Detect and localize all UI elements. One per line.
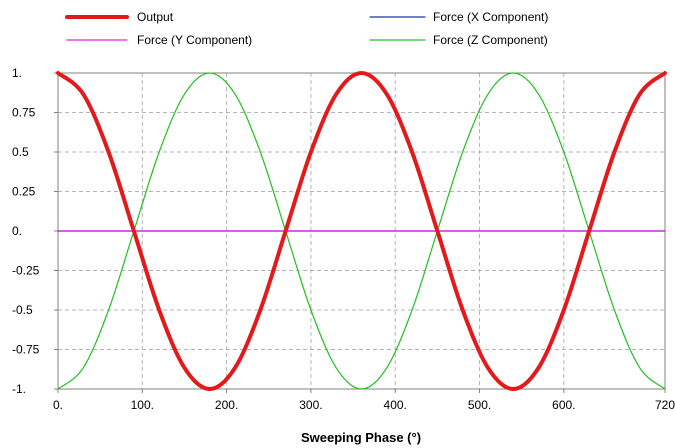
x-tick-label: 300. (299, 398, 322, 412)
y-tick-label: 0.75 (12, 106, 36, 120)
x-tick-label: 500. (468, 398, 491, 412)
y-tick-label: 0.25 (12, 185, 36, 199)
y-tick-label: -1. (12, 382, 26, 396)
y-tick-label: -0.75 (12, 343, 40, 357)
legend-label-force-y-component: Force (Y Component) (137, 33, 252, 47)
y-tick-label: 0.5 (12, 145, 29, 159)
y-tick-label: 0. (12, 224, 22, 238)
x-axis-title: Sweeping Phase (°) (301, 430, 421, 445)
x-tick-label: 100. (131, 398, 154, 412)
legend-label-output: Output (137, 10, 174, 24)
legend-label-force-z-component: Force (Z Component) (433, 33, 548, 47)
x-tick-label: 400. (384, 398, 407, 412)
legend: Output Force (X Component) Force (Y Compon… (65, 10, 548, 47)
y-tick-label: -0.5 (12, 303, 33, 317)
series-layer (56, 71, 667, 391)
y-tick-label: 1. (12, 66, 22, 80)
series-line-output (56, 71, 667, 391)
legend-label-force-x-component: Force (X Component) (433, 10, 548, 24)
axes-layer (54, 72, 666, 393)
x-tick-label: 200. (215, 398, 238, 412)
y-tick-label: -0.25 (12, 264, 40, 278)
tick-labels: 0. 100. 200. 300. 400. 500. 600. 720 1. 0.75 0.5 0.… (12, 66, 675, 412)
x-tick-label: 600. (552, 398, 575, 412)
x-tick-label: 720 (655, 398, 675, 412)
series-line-force-z-component (57, 72, 666, 390)
x-tick-label: 0. (53, 398, 63, 412)
